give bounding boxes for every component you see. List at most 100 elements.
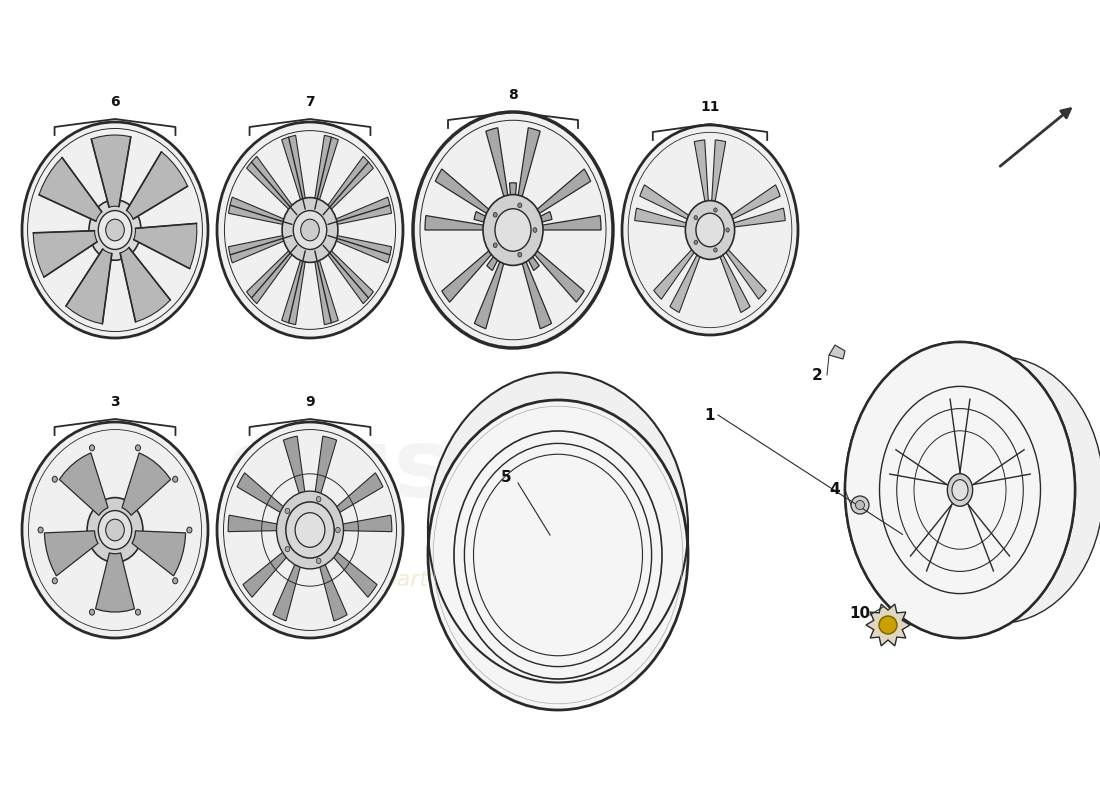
Ellipse shape bbox=[282, 198, 338, 262]
Text: 11: 11 bbox=[701, 100, 719, 114]
Ellipse shape bbox=[856, 501, 865, 510]
Ellipse shape bbox=[295, 513, 324, 547]
Ellipse shape bbox=[286, 502, 334, 558]
Polygon shape bbox=[229, 197, 293, 226]
Polygon shape bbox=[314, 250, 339, 325]
Polygon shape bbox=[228, 515, 294, 532]
Text: 7: 7 bbox=[305, 95, 315, 109]
Text: 6: 6 bbox=[110, 95, 120, 109]
Polygon shape bbox=[91, 135, 131, 207]
Ellipse shape bbox=[173, 476, 178, 482]
Ellipse shape bbox=[22, 422, 208, 638]
Ellipse shape bbox=[336, 527, 340, 533]
Ellipse shape bbox=[300, 219, 319, 241]
Polygon shape bbox=[238, 473, 297, 521]
Polygon shape bbox=[312, 436, 337, 512]
Ellipse shape bbox=[217, 122, 403, 338]
Polygon shape bbox=[727, 208, 785, 228]
Polygon shape bbox=[282, 135, 307, 210]
Polygon shape bbox=[712, 140, 726, 210]
Text: 5: 5 bbox=[500, 470, 512, 485]
Polygon shape bbox=[474, 211, 499, 226]
Ellipse shape bbox=[428, 400, 688, 710]
Ellipse shape bbox=[518, 203, 521, 208]
Polygon shape bbox=[425, 215, 492, 230]
Polygon shape bbox=[442, 246, 497, 302]
Ellipse shape bbox=[53, 578, 57, 584]
Ellipse shape bbox=[276, 491, 343, 569]
Polygon shape bbox=[96, 553, 134, 612]
Ellipse shape bbox=[106, 519, 124, 541]
Polygon shape bbox=[529, 246, 584, 302]
Ellipse shape bbox=[714, 248, 717, 252]
Polygon shape bbox=[429, 541, 688, 710]
Polygon shape bbox=[517, 128, 540, 206]
Ellipse shape bbox=[534, 228, 537, 232]
Polygon shape bbox=[694, 140, 708, 210]
Polygon shape bbox=[527, 211, 552, 226]
Ellipse shape bbox=[621, 125, 797, 335]
Ellipse shape bbox=[317, 558, 321, 563]
Polygon shape bbox=[314, 135, 339, 210]
Ellipse shape bbox=[493, 212, 497, 217]
Ellipse shape bbox=[135, 610, 141, 615]
Ellipse shape bbox=[952, 480, 968, 500]
Polygon shape bbox=[315, 547, 348, 621]
Polygon shape bbox=[722, 244, 767, 299]
Ellipse shape bbox=[879, 616, 896, 634]
Polygon shape bbox=[436, 169, 495, 218]
Polygon shape bbox=[717, 248, 750, 313]
Ellipse shape bbox=[685, 201, 735, 259]
Ellipse shape bbox=[98, 510, 132, 550]
Polygon shape bbox=[120, 247, 170, 322]
Ellipse shape bbox=[726, 228, 729, 232]
Ellipse shape bbox=[694, 240, 697, 245]
Ellipse shape bbox=[217, 422, 403, 638]
Ellipse shape bbox=[135, 445, 141, 450]
Polygon shape bbox=[229, 234, 293, 263]
Ellipse shape bbox=[285, 508, 289, 514]
Polygon shape bbox=[474, 254, 506, 329]
Polygon shape bbox=[328, 197, 392, 226]
Text: 1: 1 bbox=[705, 407, 715, 422]
Ellipse shape bbox=[947, 474, 972, 506]
Polygon shape bbox=[322, 244, 373, 304]
Ellipse shape bbox=[98, 210, 132, 250]
Text: 9: 9 bbox=[305, 395, 315, 409]
Polygon shape bbox=[134, 223, 197, 269]
Polygon shape bbox=[725, 185, 780, 222]
Polygon shape bbox=[323, 473, 383, 521]
Ellipse shape bbox=[483, 194, 543, 266]
Polygon shape bbox=[246, 156, 298, 216]
Ellipse shape bbox=[493, 243, 497, 248]
Polygon shape bbox=[282, 250, 307, 325]
Polygon shape bbox=[44, 531, 98, 576]
Ellipse shape bbox=[694, 215, 697, 220]
Polygon shape bbox=[670, 248, 703, 313]
Ellipse shape bbox=[294, 210, 327, 250]
Polygon shape bbox=[126, 152, 188, 219]
Polygon shape bbox=[246, 244, 298, 304]
Ellipse shape bbox=[89, 610, 95, 615]
Polygon shape bbox=[66, 249, 112, 324]
Polygon shape bbox=[640, 185, 695, 222]
Polygon shape bbox=[322, 541, 377, 598]
Polygon shape bbox=[486, 128, 509, 206]
Ellipse shape bbox=[845, 342, 1075, 638]
Polygon shape bbox=[322, 156, 373, 216]
Polygon shape bbox=[243, 541, 298, 598]
Polygon shape bbox=[487, 243, 505, 270]
Polygon shape bbox=[866, 604, 910, 646]
Ellipse shape bbox=[187, 527, 192, 533]
Ellipse shape bbox=[89, 445, 95, 450]
Ellipse shape bbox=[89, 200, 141, 260]
Polygon shape bbox=[509, 183, 517, 212]
Ellipse shape bbox=[53, 476, 57, 482]
Polygon shape bbox=[653, 244, 698, 299]
Ellipse shape bbox=[495, 209, 531, 251]
Polygon shape bbox=[284, 436, 307, 512]
Ellipse shape bbox=[714, 208, 717, 212]
Ellipse shape bbox=[106, 219, 124, 241]
Polygon shape bbox=[531, 169, 591, 218]
Ellipse shape bbox=[173, 578, 178, 584]
